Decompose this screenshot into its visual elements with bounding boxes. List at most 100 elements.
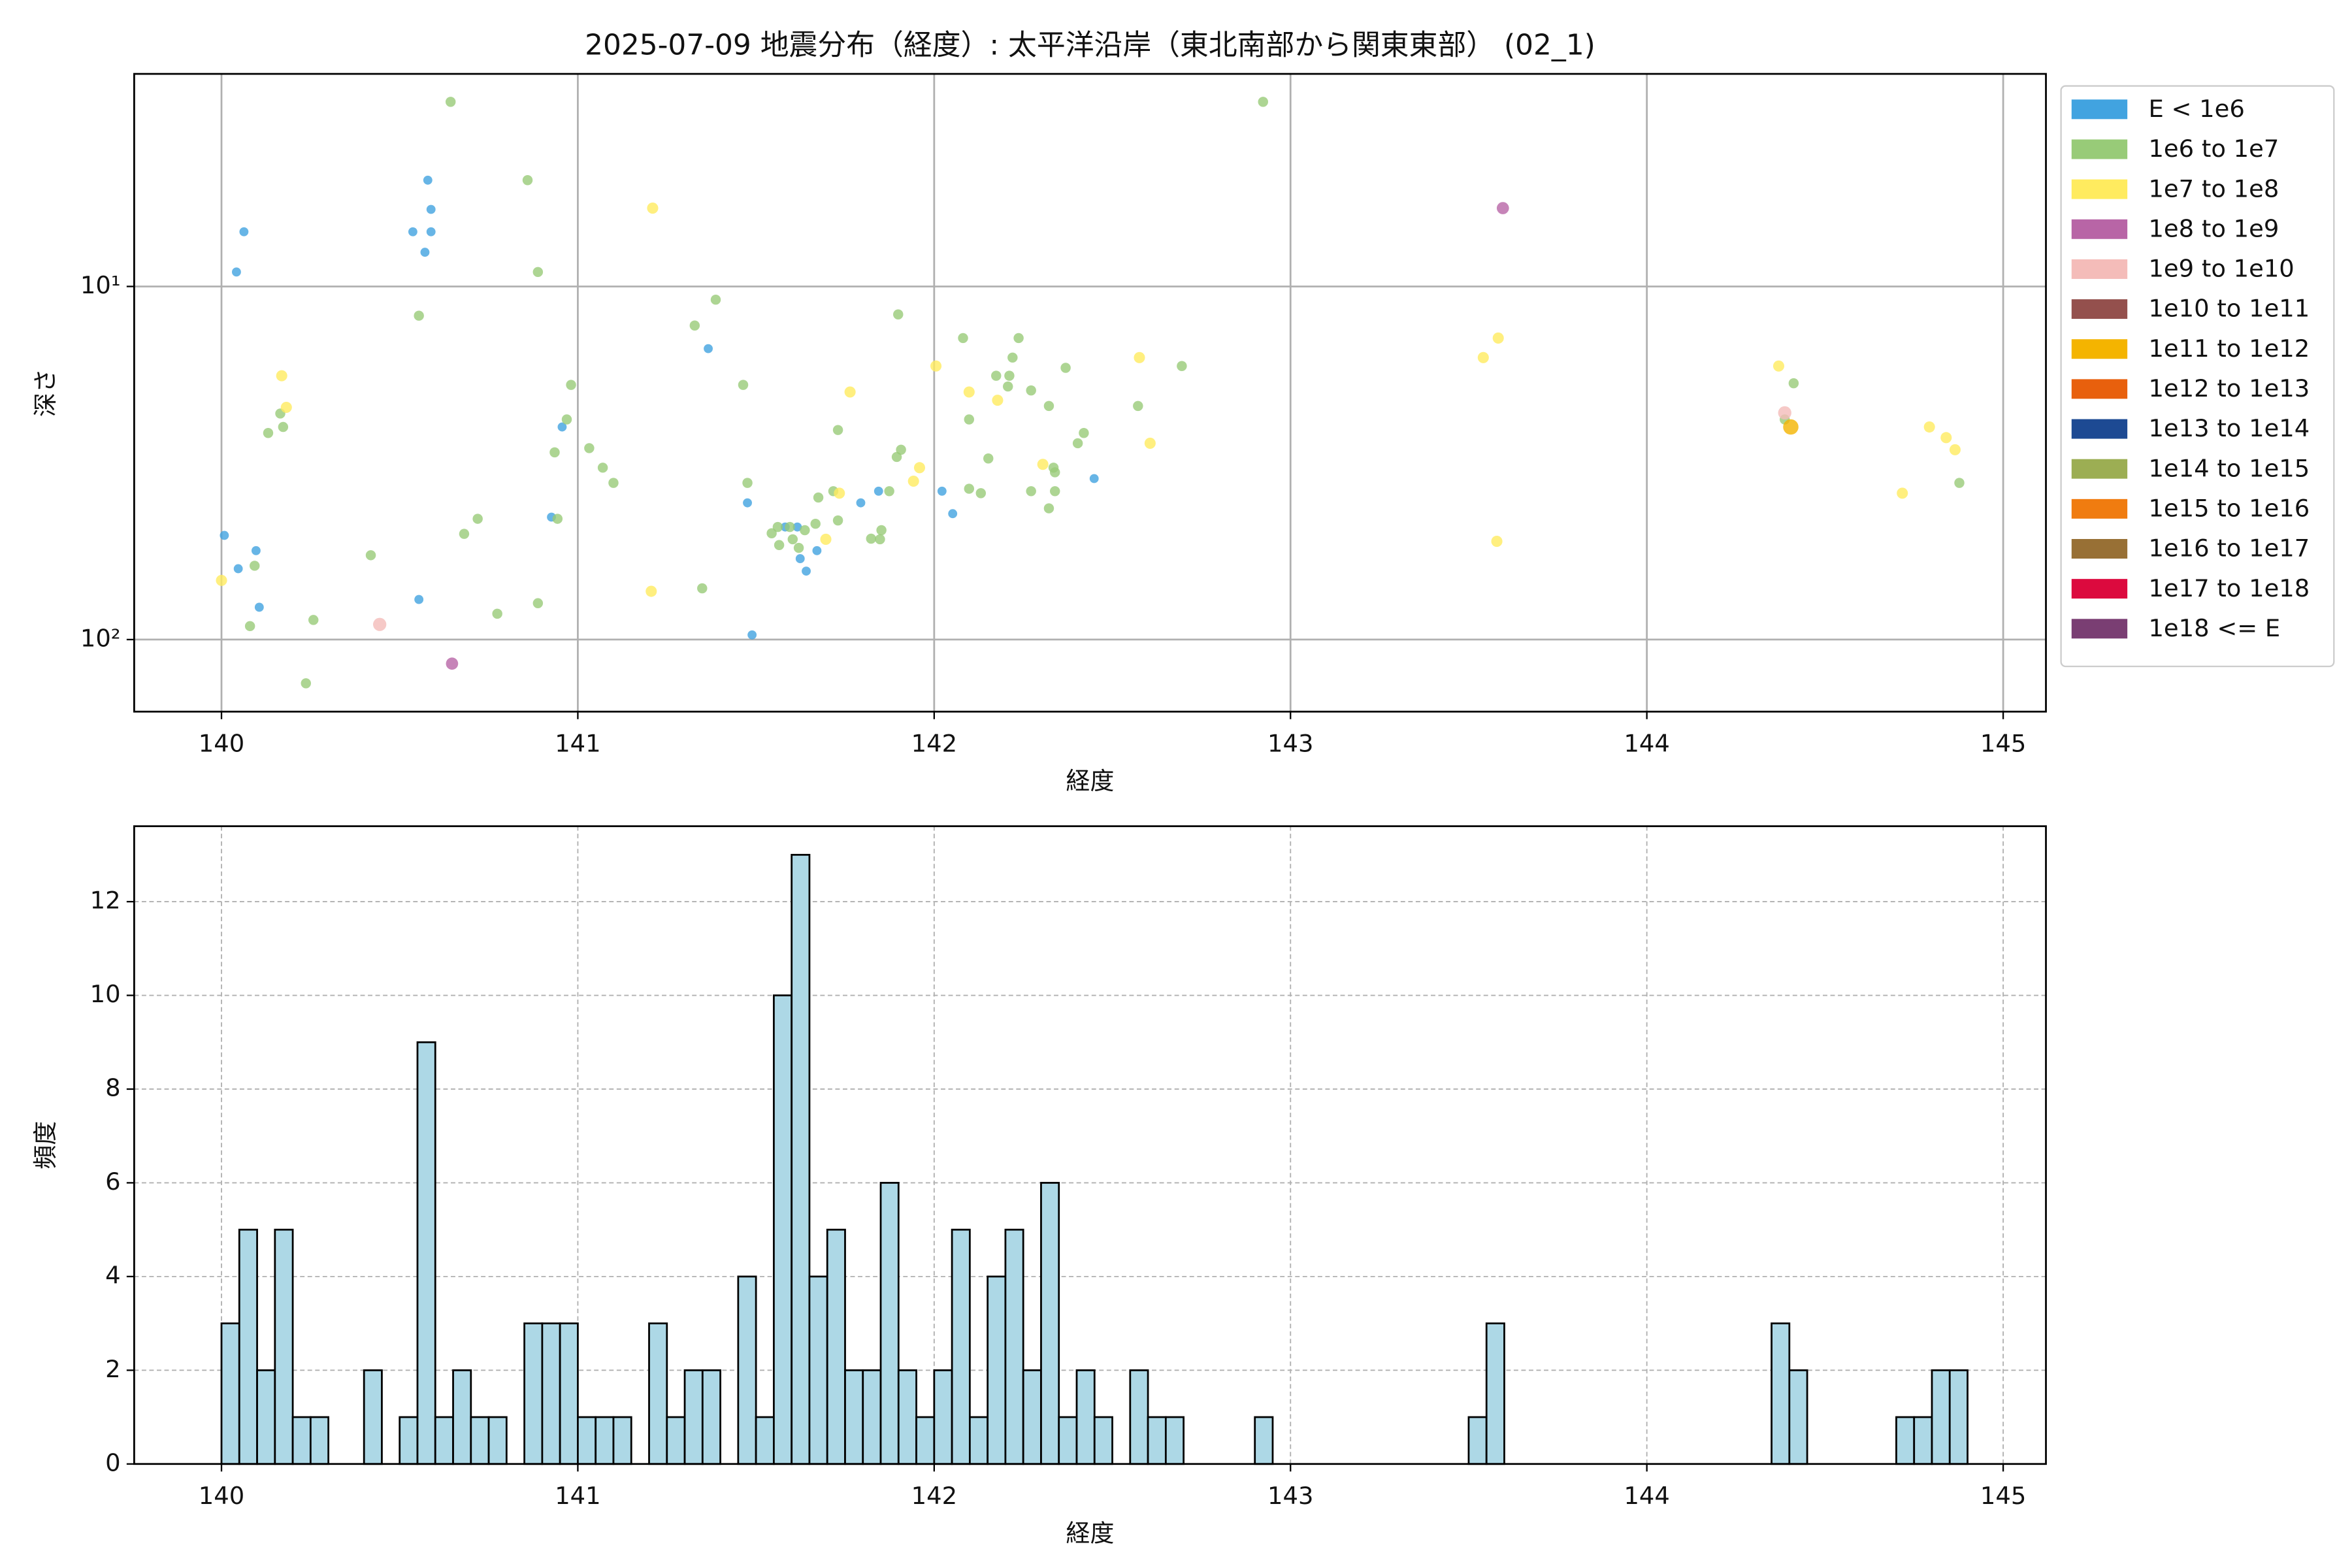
point [408, 227, 417, 237]
bar [1093, 1416, 1113, 1465]
point [893, 309, 904, 319]
plot-frame [133, 825, 2047, 1465]
bar [1467, 1416, 1488, 1465]
bar [577, 1416, 597, 1465]
legend-swatch [2071, 498, 2128, 519]
point [866, 533, 877, 544]
point [1897, 487, 1908, 499]
point [446, 657, 459, 670]
point [373, 617, 387, 631]
point [1089, 474, 1099, 483]
bar [1022, 1369, 1042, 1465]
point [251, 546, 261, 555]
point [532, 267, 544, 278]
y-tick-label: 6 [105, 1168, 120, 1196]
point [704, 344, 713, 353]
bar [1075, 1369, 1096, 1465]
point [263, 428, 274, 438]
point [896, 444, 906, 455]
bar [1895, 1416, 1916, 1465]
point [276, 370, 287, 382]
x-tick-label: 144 [1624, 1482, 1669, 1510]
x-tick-label: 140 [199, 1482, 244, 1510]
legend-label: E < 1e6 [2148, 95, 2244, 123]
legend-label: 1e15 to 1e16 [2148, 495, 2310, 523]
point [472, 514, 483, 524]
bar [1164, 1416, 1185, 1465]
legend-label: 1e6 to 1e7 [2148, 135, 2279, 163]
point [1477, 351, 1489, 363]
bar [1147, 1416, 1167, 1465]
point [566, 380, 576, 390]
legend-swatch [2071, 619, 2128, 639]
y-tick-label: 4 [105, 1261, 120, 1289]
bar [274, 1228, 294, 1465]
x-axis-label: 経度 [1066, 767, 1115, 795]
point [792, 522, 802, 532]
point [1050, 486, 1060, 497]
point [812, 546, 822, 555]
point [844, 386, 856, 398]
legend-swatch [2071, 579, 2128, 599]
point [1258, 97, 1268, 107]
y-tick-label: 8 [105, 1073, 120, 1102]
bar [559, 1322, 579, 1465]
point [552, 514, 563, 524]
point [239, 227, 249, 237]
bar [879, 1182, 900, 1465]
x-tick-label: 143 [1267, 730, 1313, 758]
point [1778, 406, 1791, 420]
point [689, 320, 700, 331]
bar [897, 1369, 917, 1465]
point [561, 414, 572, 425]
plot-frame [133, 73, 2047, 713]
point [948, 509, 958, 519]
point [992, 395, 1004, 406]
bar [968, 1416, 989, 1465]
point [875, 534, 885, 545]
point [445, 97, 456, 107]
bar [256, 1369, 276, 1465]
point [785, 521, 795, 532]
point [308, 615, 319, 625]
point [426, 204, 436, 214]
point [697, 583, 708, 594]
point [426, 227, 436, 237]
point [1026, 385, 1036, 396]
point [301, 678, 312, 689]
point [800, 525, 810, 536]
point [774, 540, 785, 551]
point [810, 518, 821, 529]
legend-label: 1e9 to 1e10 [2148, 255, 2294, 283]
x-tick-label: 143 [1267, 1482, 1313, 1510]
legend-label: 1e10 to 1e11 [2148, 295, 2310, 323]
bar [1771, 1322, 1791, 1465]
point [991, 370, 1002, 381]
point [913, 462, 926, 474]
bar [399, 1416, 419, 1465]
legend-label: 1e11 to 1e12 [2148, 335, 2310, 363]
x-tick-label: 144 [1624, 730, 1669, 758]
y-axis-label: 頻度 [31, 1121, 59, 1169]
point [772, 521, 783, 532]
legend-swatch [2071, 139, 2128, 159]
bar [701, 1369, 721, 1465]
bar [238, 1228, 258, 1465]
bar [434, 1416, 454, 1465]
point [1923, 421, 1935, 433]
bar [363, 1369, 383, 1465]
legend-label: 1e8 to 1e9 [2148, 214, 2279, 242]
bar [826, 1228, 846, 1465]
bar [1058, 1416, 1078, 1465]
point [414, 595, 424, 604]
x-tick-label: 142 [911, 730, 957, 758]
bar [1948, 1369, 1968, 1465]
bar [808, 1275, 828, 1465]
point [459, 529, 470, 539]
point [1134, 351, 1145, 363]
point [832, 515, 843, 526]
point [1013, 333, 1024, 344]
bar [1004, 1228, 1024, 1465]
point [1783, 419, 1799, 435]
legend-swatch [2071, 419, 2128, 439]
